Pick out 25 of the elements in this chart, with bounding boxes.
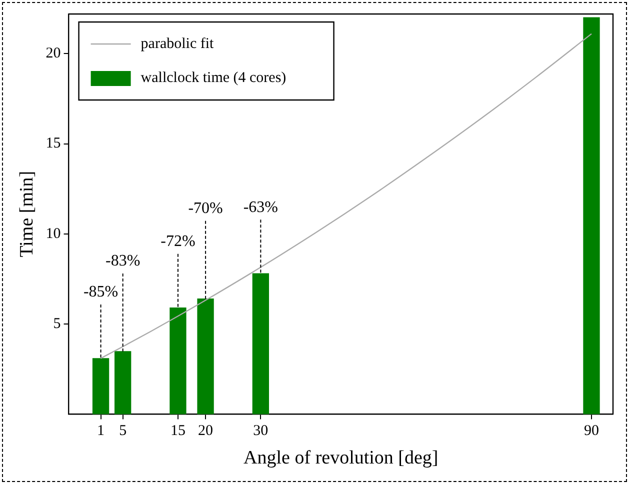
y-tick-label: 10 — [46, 226, 61, 242]
annotation: -72% — [160, 233, 196, 250]
y-axis-title: Time [min] — [16, 170, 38, 258]
bar — [92, 358, 110, 414]
x-tick-label: 1 — [97, 423, 105, 440]
annotation: -70% — [188, 200, 223, 218]
x-tick-label: 20 — [198, 423, 214, 440]
annotation: -85% — [83, 284, 118, 301]
bar — [252, 273, 270, 414]
y-tick-label: 15 — [46, 136, 61, 152]
x-axis-title: Angle of revolution [deg] — [244, 448, 438, 469]
y-tick-label: 20 — [46, 46, 61, 62]
x-tick-label: 30 — [253, 423, 268, 440]
legend-label: parabolic fit — [140, 36, 215, 52]
x-tick-label: 90 — [584, 423, 599, 440]
bar — [170, 308, 186, 414]
bar — [114, 351, 132, 414]
annotation: -83% — [106, 252, 140, 270]
y-tick-label: 5 — [53, 316, 61, 332]
x-tick-label: 5 — [119, 423, 127, 440]
legend-label: wallclock time (4 cores) — [140, 70, 286, 86]
bar — [197, 298, 214, 414]
bar — [583, 17, 600, 414]
annotation: -63% — [243, 198, 278, 216]
x-tick-label: 15 — [170, 423, 186, 440]
